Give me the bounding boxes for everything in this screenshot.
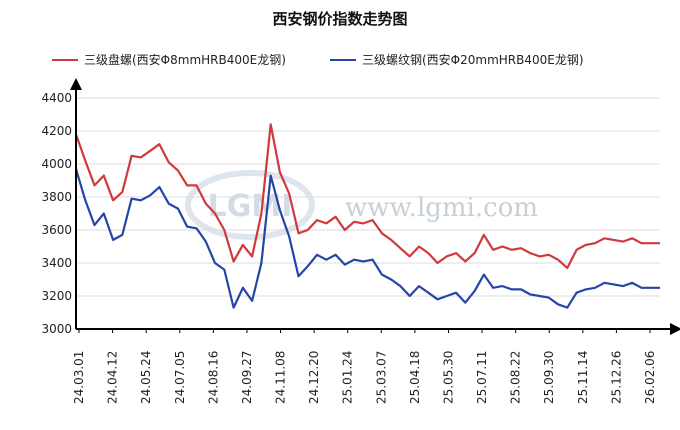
x-tick-label: 26.02.06 (643, 351, 657, 404)
x-tick-label: 25.03.07 (374, 351, 388, 404)
y-tick-label: 3600 (41, 223, 72, 237)
x-tick-label: 24.03.01 (72, 351, 86, 404)
x-tick-label: 25.09.30 (542, 351, 556, 404)
x-tick-labels: 24.03.01 24.04.12 24.05.24 24.07.05 24.08.16… (72, 329, 657, 404)
axes (70, 78, 680, 335)
x-tick-label: 25.07.11 (475, 351, 489, 404)
x-tick-label: 24.09.27 (240, 351, 254, 404)
series-lines (74, 123, 660, 309)
grid (76, 97, 660, 297)
x-tick-label: 24.12.20 (307, 351, 321, 404)
y-axis-arrow (70, 78, 82, 90)
series-line-2 (74, 168, 660, 309)
chart-title: 西安钢价指数走势图 (272, 10, 407, 28)
y-tick-label: 4400 (41, 91, 72, 105)
x-tick-label: 24.08.16 (206, 351, 220, 404)
watermark: LGMI www.lgmi.com (185, 170, 538, 240)
y-tick-labels: 3000 3200 3400 3600 3800 4000 4200 4400 (41, 91, 72, 336)
y-tick-label: 3800 (41, 190, 72, 204)
x-tick-label: 25.12.26 (609, 351, 623, 404)
x-tick-label: 24.04.12 (106, 351, 120, 404)
y-tick-label: 3400 (41, 256, 72, 270)
y-tick-label: 4000 (41, 157, 72, 171)
watermark-url: www.lgmi.com (345, 193, 538, 223)
legend-label-series-2: 三级螺纹钢(西安Φ20mmHRB400E龙钢) (362, 52, 584, 67)
x-tick-label: 24.05.24 (139, 351, 153, 404)
watermark-logo-ring (185, 170, 315, 240)
x-tick-label: 24.07.05 (173, 351, 187, 404)
y-tick-label: 3200 (41, 289, 72, 303)
series-line-1 (74, 123, 660, 269)
legend: 三级盘螺(西安Φ8mmHRB400E龙钢) 三级螺纹钢(西安Φ20mmHRB40… (52, 52, 584, 67)
x-tick-label: 25.05.30 (441, 351, 455, 404)
y-tick-label: 3000 (41, 322, 72, 336)
x-tick-label: 25.08.22 (509, 351, 523, 404)
x-tick-label: 25.01.24 (341, 351, 355, 404)
legend-label-series-1: 三级盘螺(西安Φ8mmHRB400E龙钢) (84, 52, 286, 67)
y-tick-label: 4200 (41, 124, 72, 138)
x-axis-arrow (670, 323, 680, 335)
x-tick-label: 25.04.18 (408, 351, 422, 404)
x-tick-label: 25.11.14 (576, 351, 590, 404)
x-tick-label: 24.11.08 (274, 351, 288, 404)
